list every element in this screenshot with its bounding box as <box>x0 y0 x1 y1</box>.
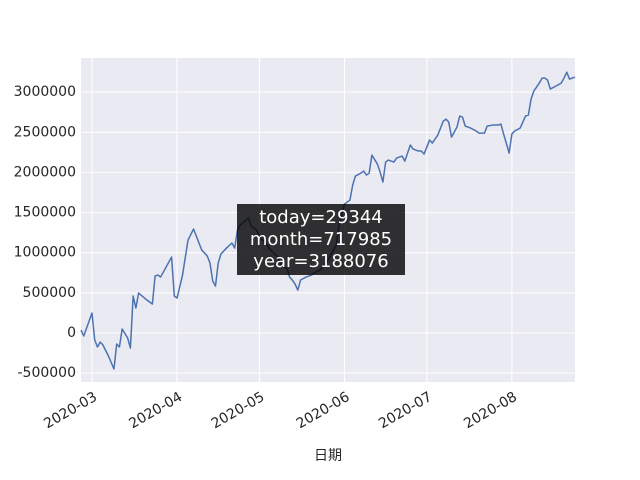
data-line <box>80 71 576 370</box>
y-tick-label: 1000000 <box>14 245 76 261</box>
x-tick-label: 2020-06 <box>294 389 353 432</box>
annotation-text: year=3188076 <box>253 251 388 272</box>
x-tick-label: 2020-04 <box>126 389 185 432</box>
y-tick-label: 0 <box>67 325 76 341</box>
x-tick-label: 2020-03 <box>41 389 100 432</box>
x-tick-label: 2020-07 <box>376 389 435 432</box>
y-tick-label: 500000 <box>23 285 76 301</box>
annotation-text: month=717985 <box>250 229 392 250</box>
x-axis-label: 日期 <box>314 448 342 464</box>
x-tick-label: 2020-08 <box>461 389 520 432</box>
marks <box>80 71 576 370</box>
annotation-box <box>237 204 405 275</box>
y-tick-label: -500000 <box>18 365 77 381</box>
x-tick-label: 2020-05 <box>209 389 268 432</box>
y-tick-label: 3000000 <box>14 84 76 100</box>
annotation-text: today=29344 <box>259 207 383 228</box>
y-tick-label: 1500000 <box>14 205 76 221</box>
y-tick-label: 2000000 <box>14 164 76 180</box>
y-tick-label: 2500000 <box>14 124 76 140</box>
